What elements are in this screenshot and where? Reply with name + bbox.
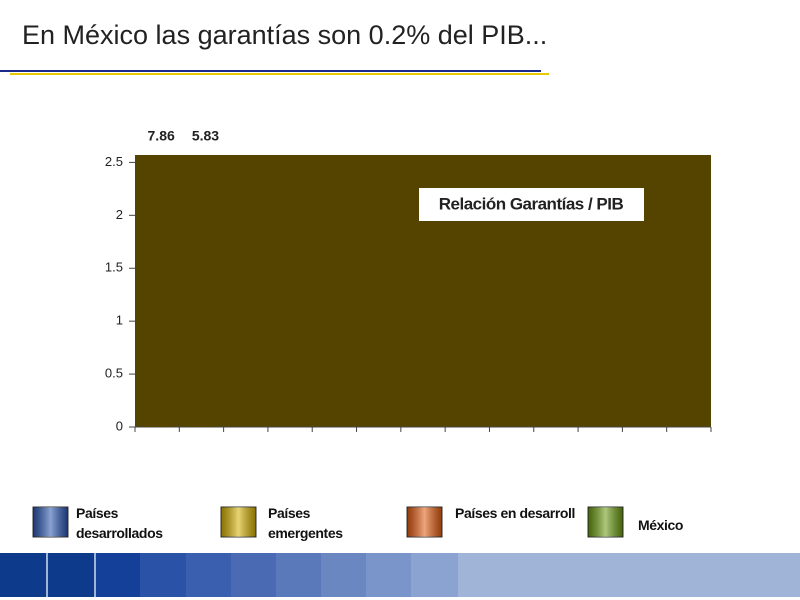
annotation: Relación Garantías / PIB	[439, 194, 624, 213]
y-tick-label: 1	[116, 313, 123, 328]
y-tick-label: 0.5	[105, 366, 123, 381]
data-label: 5.83	[192, 128, 219, 144]
legend-label: Países en desarroll	[455, 505, 576, 521]
legend-label: Países desarrollados	[76, 505, 163, 541]
slide-title: En México las garantías son 0.2% del PIB…	[22, 20, 547, 50]
annotation-box	[419, 188, 644, 221]
bars	[143, 155, 215, 427]
y-tick-label: 1.5	[105, 260, 123, 275]
y-tick-label: 2	[116, 207, 123, 222]
y-tick-label: 2.5	[105, 154, 123, 169]
data-label: 7.86	[148, 128, 175, 144]
bar	[188, 155, 215, 427]
legend-swatch-shine	[407, 507, 442, 537]
legend-swatch-shine	[33, 507, 68, 537]
y-tick-label: 0	[116, 418, 123, 433]
bar	[143, 155, 171, 427]
legend-label: México	[638, 517, 684, 533]
legend-label: Países emergentes	[268, 505, 343, 541]
legend-swatch-shine	[588, 507, 623, 537]
footer	[0, 553, 800, 597]
legend-swatch-shine	[221, 507, 256, 537]
